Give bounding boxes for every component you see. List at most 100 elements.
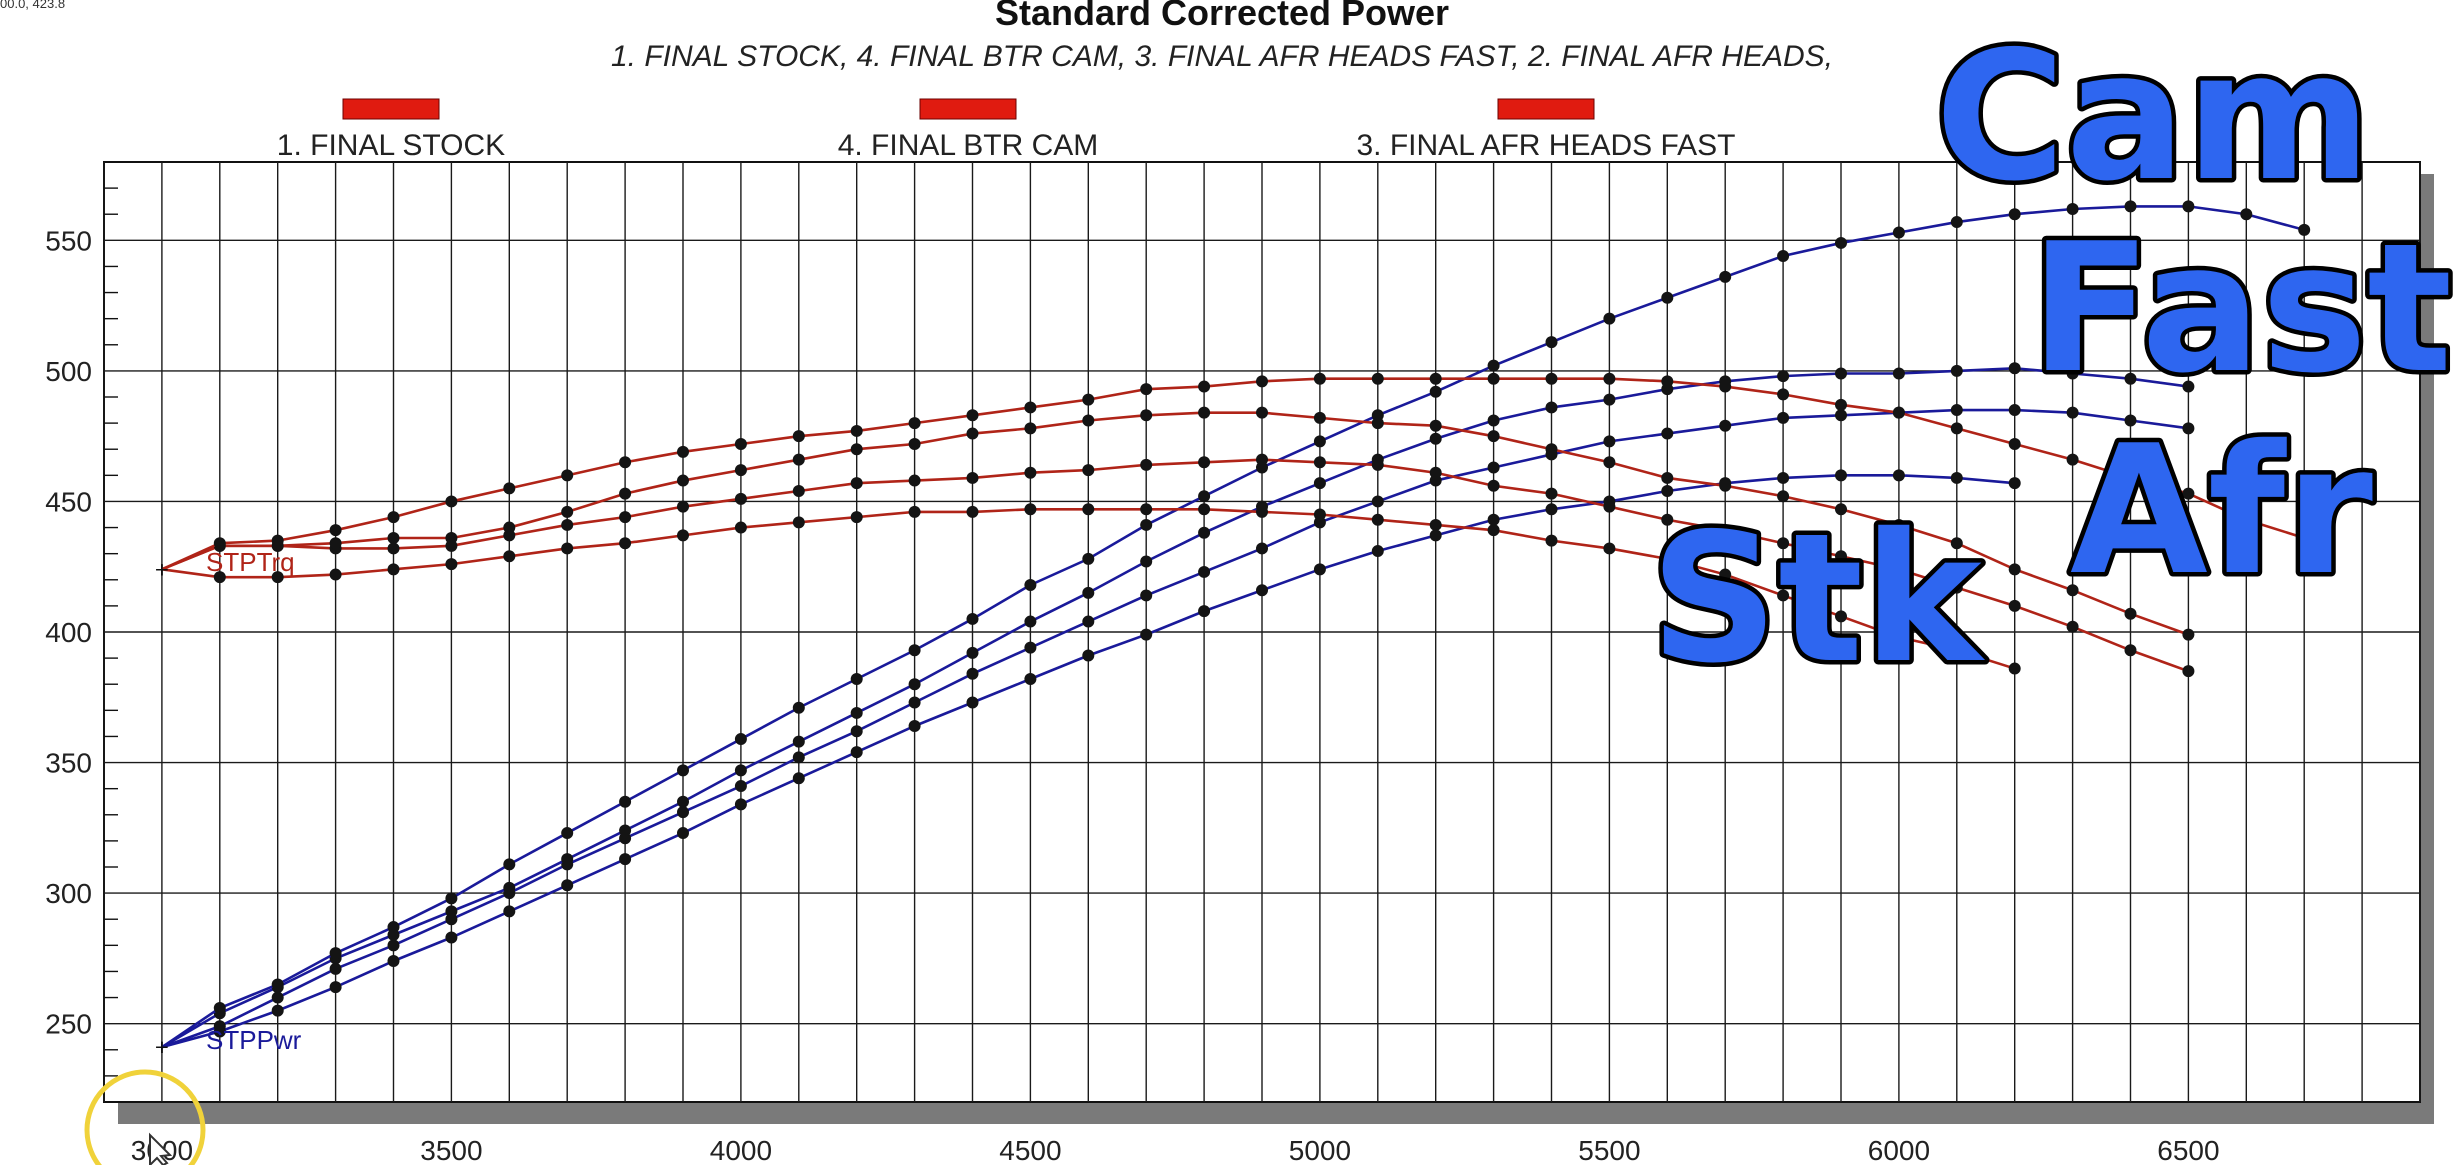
data-point [1082,414,1095,427]
data-point [850,424,863,437]
data-point [1487,524,1500,537]
data-point [1082,393,1095,406]
series-line [161,377,2305,571]
data-point [1777,388,1790,401]
data-point [503,521,516,534]
series-line [161,458,2189,673]
data-point [271,571,284,584]
data-point [1371,495,1384,508]
data-point [329,981,342,994]
data-point [2124,607,2137,620]
cursor-coordinate-readout: 00.0, 423.8 [0,0,66,11]
x-tick-label: 5500 [1578,1135,1640,1165]
legend-swatch-final-afr-heads-fast[interactable] [1497,98,1595,120]
data-point [2124,644,2137,657]
x-tick-label: 3500 [420,1135,482,1165]
data-point [850,673,863,685]
data-point [213,537,226,550]
data-point [1256,584,1268,597]
data-point [1429,529,1442,542]
data-point [1545,401,1558,414]
data-point [387,532,400,544]
data-point [1198,526,1211,539]
data-point [1603,312,1616,325]
series-torque-4: + [154,503,2021,675]
data-point [1950,581,1963,594]
data-point [1545,487,1558,500]
data-point [1256,375,1268,388]
overlay-label-fast: Fast [2030,205,2452,412]
data-point [1777,490,1790,503]
data-point [677,529,689,542]
data-point [1256,505,1268,518]
data-point [2298,532,2311,544]
data-point [2008,563,2021,576]
data-point [387,921,400,934]
data-point [387,542,400,555]
data-point [792,751,805,764]
y-tick-label: 350 [45,748,92,779]
data-point [1140,555,1153,568]
overlay-annotations: Cam Fast Afr Stk [1646,9,2456,707]
legend-label-final-afr-heads-fast: 3. FINAL AFR HEADS FAST [1357,129,1736,162]
data-point [1835,550,1847,563]
legend-swatch-final-btr-cam[interactable] [919,98,1017,120]
data-point [1777,471,1790,484]
data-point [1950,537,1963,550]
data-point [1661,513,1674,526]
data-point [1661,427,1674,440]
x-tick-label: 5000 [1289,1135,1351,1165]
data-point [1835,469,1847,482]
data-point [1429,432,1442,445]
data-point [1313,563,1326,576]
data-point [1198,605,1211,618]
data-point [1313,508,1326,521]
data-point [2008,477,2021,490]
data-point [1082,503,1095,516]
legend: 1. FINAL STOCK 4. FINAL BTR CAM 3. FINAL… [277,98,1736,162]
overlay-label-cam: Cam [1935,13,2371,220]
data-point [1371,513,1384,526]
data-point [2124,200,2137,213]
data-point [2182,380,2195,393]
data-point [445,495,458,508]
data-point [1950,471,1963,484]
data-point [792,516,805,529]
data-point [2182,200,2195,213]
data-point [503,550,516,563]
data-point [677,474,689,487]
data-point [561,518,574,531]
data-point [445,892,458,905]
data-point [1198,565,1211,578]
data-point [850,443,863,456]
data-point [792,485,805,497]
data-point [1661,485,1674,497]
data-point [1140,503,1153,516]
x-tick-label: 6000 [1868,1135,1930,1165]
data-point [1313,411,1326,424]
data-point [1777,411,1790,424]
series-torque-7: + [154,372,2311,580]
data-point [1024,641,1037,654]
data-point [271,978,284,991]
data-point [1024,579,1037,591]
data-point [1024,503,1037,516]
data-point [908,720,921,732]
data-point [1835,236,1847,249]
data-point [792,735,805,748]
x-tick-label: 4000 [710,1135,772,1165]
data-point [619,824,632,837]
data-point [1082,464,1095,477]
data-point [619,511,632,524]
data-point [2066,203,2079,215]
legend-swatch-final-stock[interactable] [342,98,440,120]
data-point [445,558,458,571]
data-point [387,511,400,524]
series-start-marker: + [154,559,169,580]
data-point [1313,435,1326,448]
data-point [387,955,400,967]
data-point [734,492,747,505]
data-point [1603,372,1616,385]
data-point [503,482,516,495]
data-point [619,537,632,550]
